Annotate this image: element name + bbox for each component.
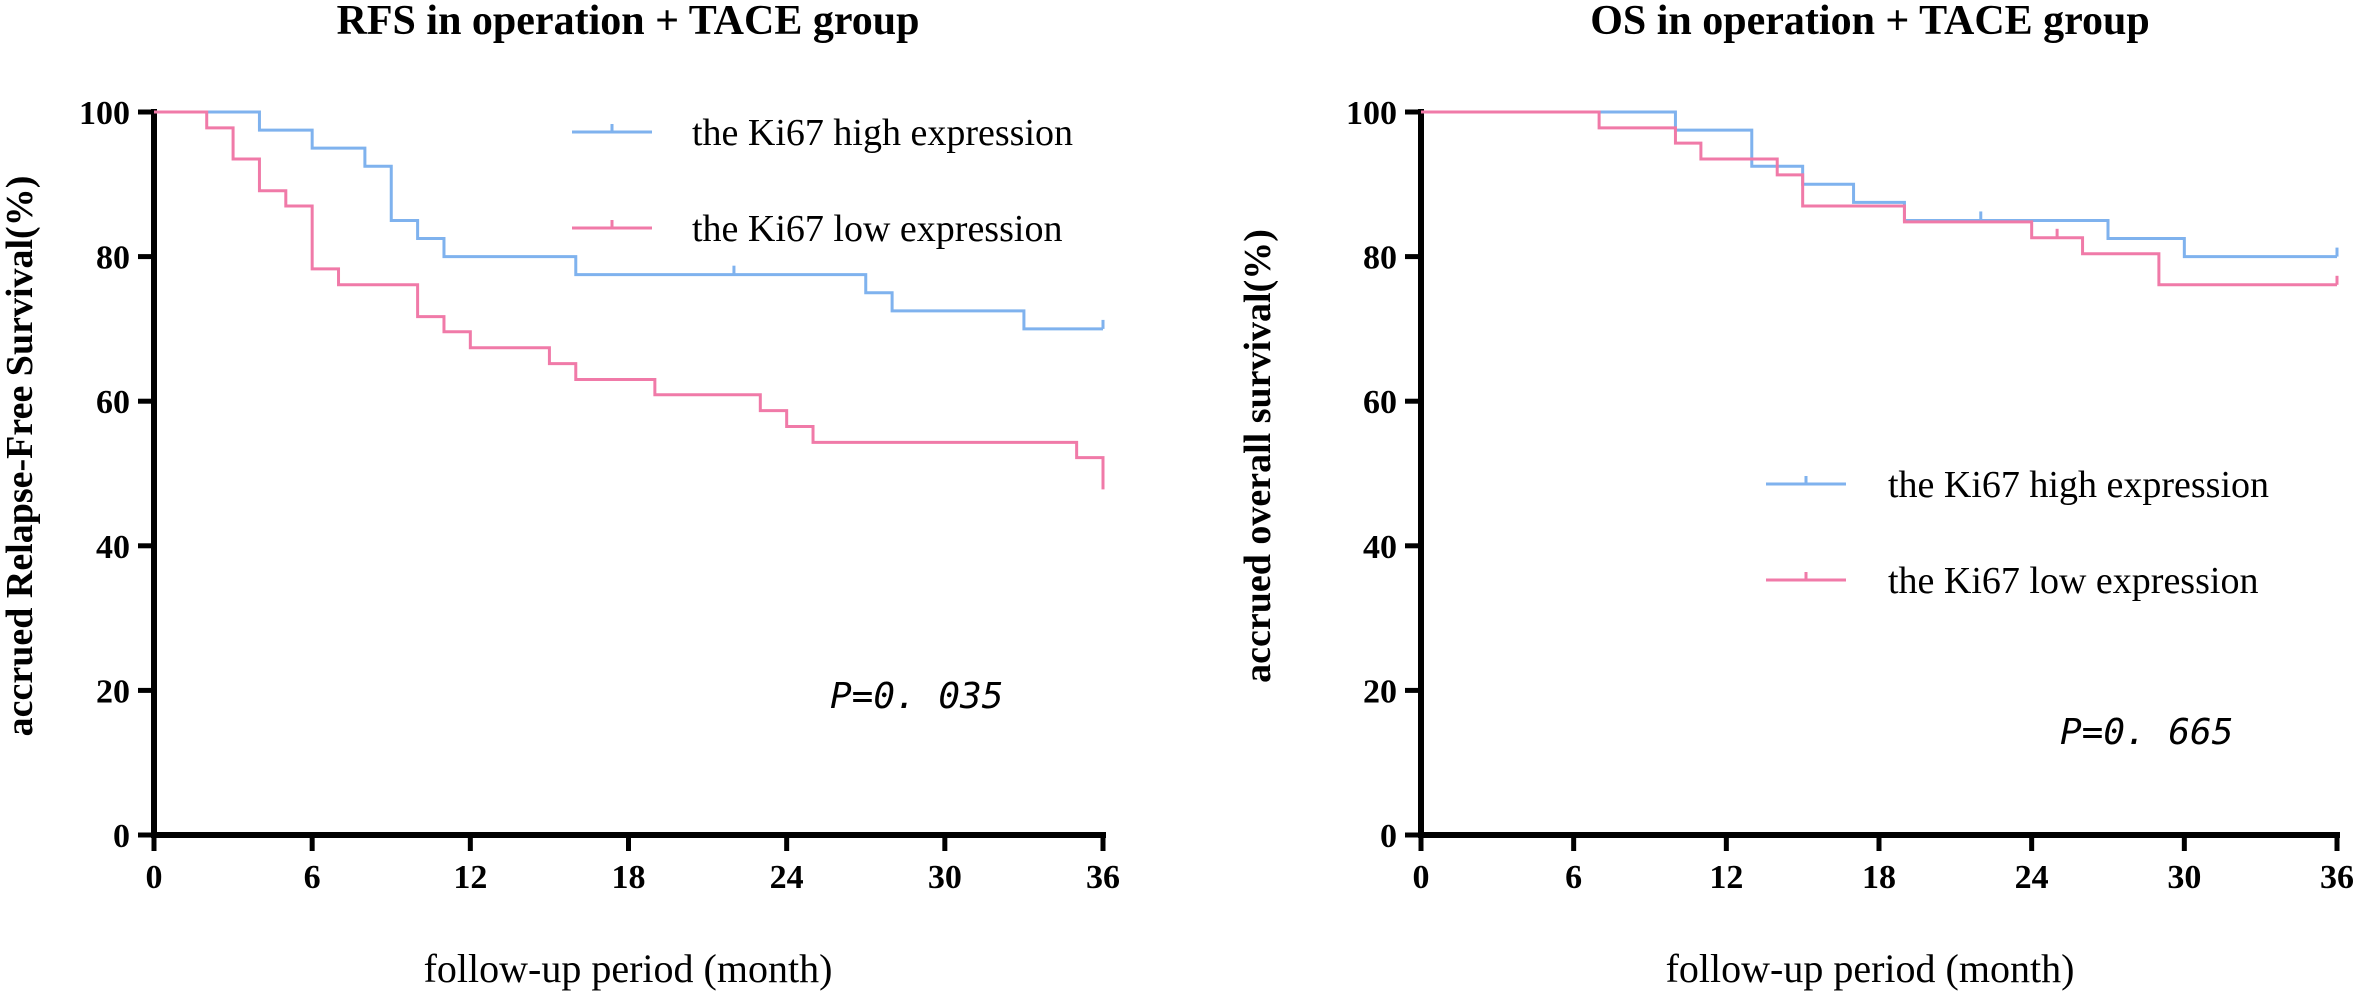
os-line-high xyxy=(1421,110,2337,259)
rfs-legend-item-low: the Ki67 low expression xyxy=(572,208,1062,250)
os-x-tick-label-0: 0 xyxy=(1413,859,1430,896)
rfs-series xyxy=(154,110,1105,490)
os-series xyxy=(1421,110,2339,287)
os-y-tick-label-40: 40 xyxy=(1363,529,1397,566)
rfs-line-low xyxy=(154,110,1105,490)
os-y-tick-label-60: 60 xyxy=(1363,384,1397,421)
os-chart: OS in operation + TACE group accrued ove… xyxy=(1237,0,2354,991)
rfs-y-tick-label-100: 100 xyxy=(79,95,130,132)
rfs-x-tick-label-18: 18 xyxy=(612,859,646,896)
os-x-tick-label-30: 30 xyxy=(2167,859,2201,896)
rfs-x-axis-label: follow-up period (month) xyxy=(424,946,833,991)
rfs-line-high xyxy=(154,110,1103,331)
os-legend-label-high: the Ki67 high expression xyxy=(1888,464,2269,506)
rfs-x-tick-label-12: 12 xyxy=(453,859,487,896)
rfs-ticks: 0 6 12 18 24 30 36 0 20 40 60 80 100 xyxy=(79,95,1120,896)
os-x-axis-label: follow-up period (month) xyxy=(1666,946,2075,991)
rfs-x-tick-label-6: 6 xyxy=(304,859,321,896)
rfs-chart: RFS in operation + TACE group accrued Re… xyxy=(0,0,1120,991)
rfs-x-tick-label-30: 30 xyxy=(928,859,962,896)
os-y-tick-label-0: 0 xyxy=(1380,818,1397,855)
rfs-y-axis-label: accrued Relapse-Free Survival(%) xyxy=(0,176,41,737)
os-ticks: 0 6 12 18 24 30 36 0 20 40 60 80 100 xyxy=(1346,95,2354,896)
rfs-x-tick-label-36: 36 xyxy=(1086,859,1120,896)
os-y-tick-label-100: 100 xyxy=(1346,95,1397,132)
rfs-y-tick-label-80: 80 xyxy=(96,240,130,277)
rfs-legend-item-high: the Ki67 high expression xyxy=(572,112,1073,154)
rfs-y-tick-label-20: 20 xyxy=(96,673,130,710)
os-legend-label-low: the Ki67 low expression xyxy=(1888,560,2258,602)
rfs-legend-label-high: the Ki67 high expression xyxy=(692,112,1073,154)
rfs-y-tick-label-0: 0 xyxy=(113,818,130,855)
rfs-chart-title: RFS in operation + TACE group xyxy=(337,0,920,44)
rfs-legend-label-low: the Ki67 low expression xyxy=(692,208,1062,250)
os-legend-item-low: the Ki67 low expression xyxy=(1766,560,2258,602)
os-y-axis-label: accrued overall survival(%) xyxy=(1237,229,1279,683)
os-x-tick-label-6: 6 xyxy=(1565,859,1582,896)
os-y-tick-label-20: 20 xyxy=(1363,673,1397,710)
os-y-tick-label-80: 80 xyxy=(1363,240,1397,277)
os-p-value: P=0. 665 xyxy=(2060,712,2233,753)
rfs-p-value: P=0. 035 xyxy=(830,676,1003,717)
os-x-tick-label-12: 12 xyxy=(1709,859,1743,896)
os-x-tick-label-24: 24 xyxy=(2015,859,2049,896)
os-x-tick-label-18: 18 xyxy=(1862,859,1896,896)
rfs-x-tick-label-24: 24 xyxy=(770,859,804,896)
os-legend-item-high: the Ki67 high expression xyxy=(1766,464,2269,506)
os-x-tick-label-36: 36 xyxy=(2320,859,2354,896)
rfs-x-tick-label-0: 0 xyxy=(146,859,163,896)
rfs-legend: the Ki67 high expression the Ki67 low ex… xyxy=(572,112,1073,250)
os-legend: the Ki67 high expression the Ki67 low ex… xyxy=(1766,464,2269,602)
rfs-y-tick-label-60: 60 xyxy=(96,384,130,421)
os-chart-title: OS in operation + TACE group xyxy=(1590,0,2150,44)
rfs-y-tick-label-40: 40 xyxy=(96,529,130,566)
os-line-low xyxy=(1421,110,2337,287)
